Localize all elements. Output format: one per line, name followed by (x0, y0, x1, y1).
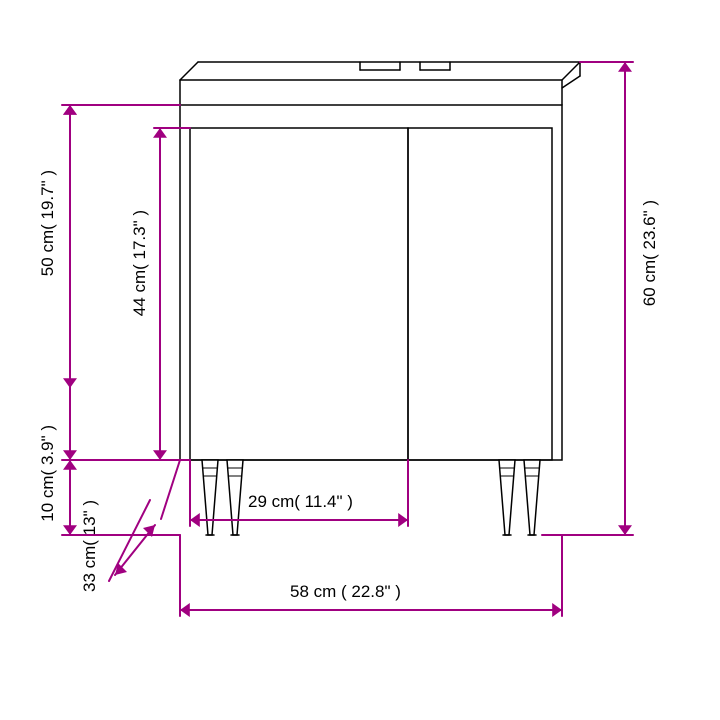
label-33cm: 33 cm( 13" ) (80, 500, 100, 592)
label-60cm: 60 cm( 23.6" ) (640, 200, 660, 306)
label-10cm: 10 cm( 3.9" ) (38, 425, 58, 522)
dimension-diagram (0, 0, 720, 720)
label-29cm: 29 cm( 11.4" ) (248, 492, 353, 512)
label-50cm: 50 cm( 19.7" ) (38, 170, 58, 276)
cabinet-drawing (180, 62, 580, 535)
label-44cm: 44 cm( 17.3" ) (130, 210, 150, 316)
label-58cm: 58 cm ( 22.8" ) (290, 582, 401, 602)
